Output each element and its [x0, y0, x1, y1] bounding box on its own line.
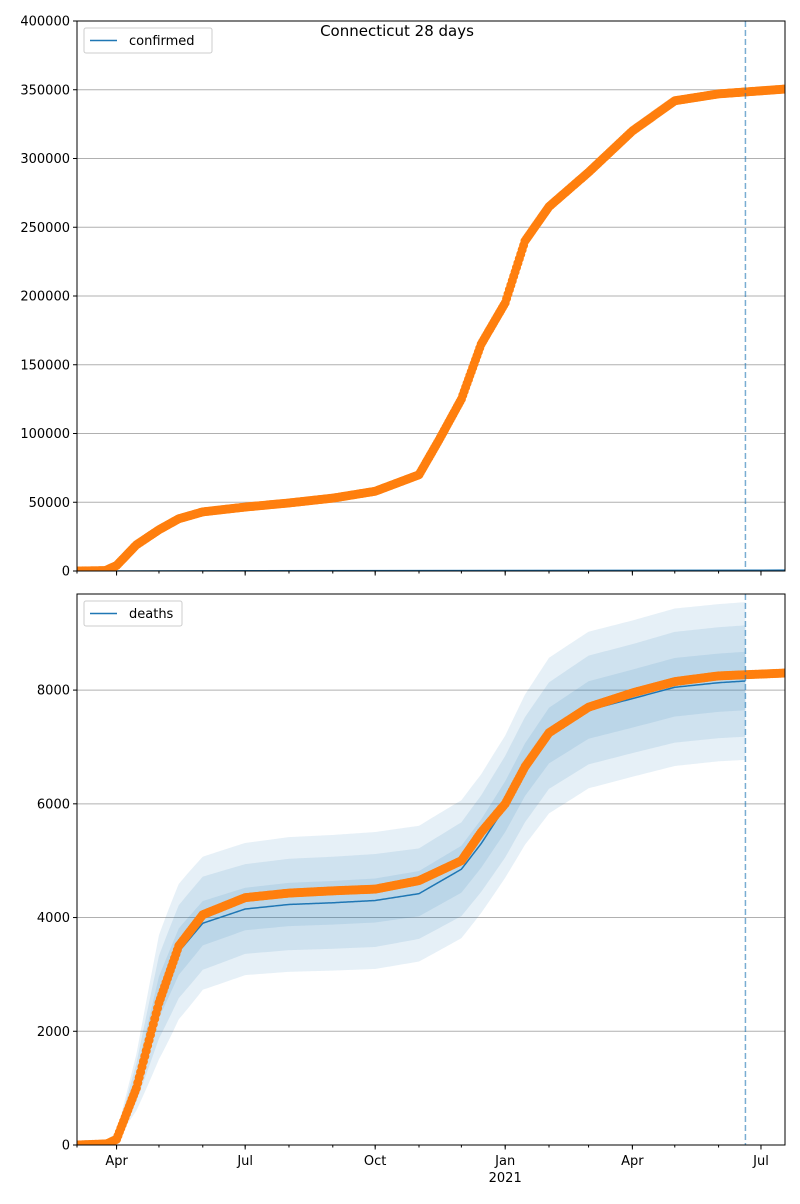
chart-title: Connecticut 28 days — [320, 22, 474, 40]
legend-label: deaths — [129, 607, 174, 622]
panel-deaths: 0 2000 4000 6000 8000 Apr Jul Oct Jan 2021 Apr Jul d… — [37, 593, 786, 1186]
y-tick-label: 50000 — [29, 496, 70, 511]
axes-frame — [76, 593, 786, 1146]
x-tick-label: Apr — [621, 1154, 644, 1169]
x-tick-label: Jul — [236, 1154, 253, 1169]
y-tick-label: 100000 — [20, 427, 70, 442]
plot-area — [77, 21, 785, 571]
x-tick-sublabel: 2021 — [489, 1171, 522, 1186]
observed-point — [780, 84, 785, 94]
y-tick-label: 350000 — [20, 83, 70, 98]
axes-frame — [76, 20, 786, 572]
x-tick-label: Apr — [105, 1154, 128, 1169]
legend-label: confirmed — [129, 34, 195, 49]
y-tick-label: 400000 — [20, 15, 70, 30]
y-tick-label: 150000 — [20, 358, 70, 373]
uncertainty-band-outer — [99, 602, 746, 1145]
model-median-line — [99, 680, 746, 1145]
observed-point — [780, 668, 785, 678]
y-tick-label: 0 — [62, 1139, 70, 1154]
legend-box — [83, 27, 213, 54]
y-tick-label: 200000 — [20, 290, 70, 305]
y-tick-label: 6000 — [37, 797, 70, 812]
panel-confirmed: 0 50000 100000 150000 200000 250000 300000 3500… — [20, 15, 786, 580]
x-tick-label: Oct — [364, 1154, 386, 1169]
legend-box — [83, 600, 183, 627]
uncertainty-band-mid — [99, 625, 746, 1145]
y-tick-label: 250000 — [20, 221, 70, 236]
y-tick-label: 4000 — [37, 911, 70, 926]
y-tick-label: 2000 — [37, 1025, 70, 1040]
x-tick-label: Jul — [752, 1154, 769, 1169]
y-tick-label: 300000 — [20, 152, 70, 167]
uncertainty-band-inner — [99, 651, 746, 1145]
y-tick-label: 8000 — [37, 684, 70, 699]
x-tick-label: Jan — [494, 1154, 515, 1169]
y-tick-label: 0 — [62, 565, 70, 580]
plot-area — [77, 594, 785, 1145]
